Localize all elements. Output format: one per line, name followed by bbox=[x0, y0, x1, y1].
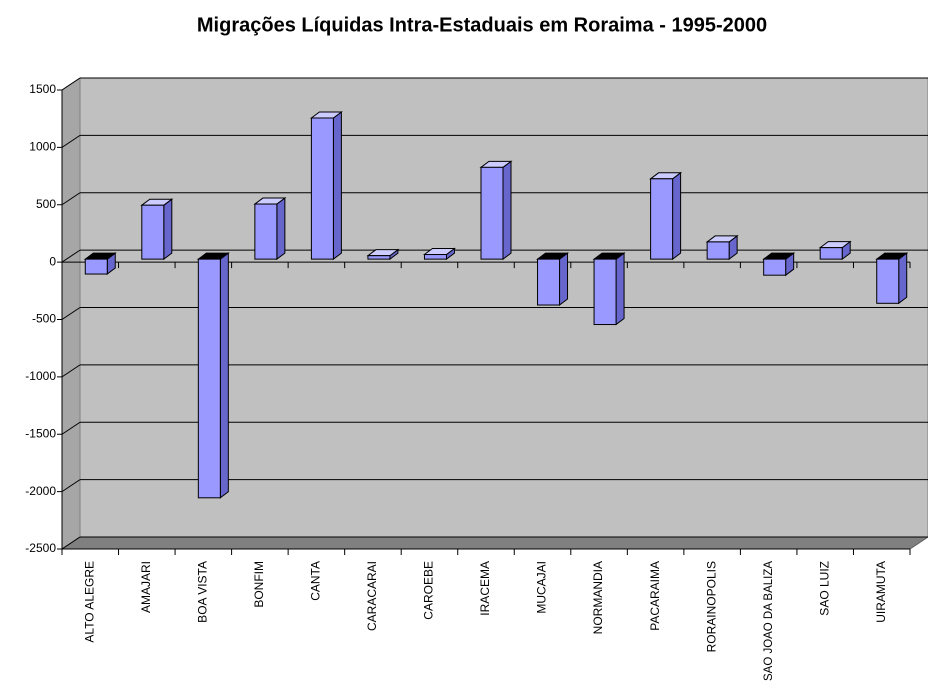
x-tick-label: AMAJARI bbox=[139, 561, 153, 613]
bar-side bbox=[559, 252, 569, 307]
bar-front bbox=[537, 258, 561, 306]
bar bbox=[253, 197, 287, 261]
bar bbox=[366, 248, 400, 261]
bar-front bbox=[197, 258, 221, 499]
bar bbox=[479, 160, 513, 261]
x-tick-label: PACARAIMA bbox=[648, 561, 662, 631]
bar bbox=[536, 252, 570, 307]
x-tick-label: SAO LUIZ bbox=[817, 561, 831, 616]
x-tick-label: BOA VISTA bbox=[196, 561, 210, 623]
bar-side bbox=[502, 160, 512, 261]
grid-line bbox=[61, 536, 81, 550]
bar bbox=[818, 240, 852, 261]
bar-front bbox=[84, 258, 108, 275]
x-tick-label: BONFIM bbox=[252, 561, 266, 608]
bar-side bbox=[615, 252, 625, 326]
x-tick-label: SAO JOAO DA BALIZA bbox=[761, 561, 775, 681]
grid-line bbox=[61, 364, 81, 378]
bar-front bbox=[650, 178, 674, 260]
y-tick-label: -500 bbox=[32, 312, 56, 326]
y-tick-label: 0 bbox=[49, 254, 56, 268]
bar-front bbox=[763, 258, 787, 276]
y-tick-label: -1500 bbox=[25, 426, 56, 440]
bar-side bbox=[163, 198, 173, 261]
y-tick-label: 1500 bbox=[29, 82, 56, 96]
bar-front bbox=[310, 117, 334, 260]
bar-front bbox=[706, 241, 730, 260]
grid-line bbox=[61, 192, 81, 206]
grid-line bbox=[61, 134, 81, 148]
x-tick-label: CANTA bbox=[309, 561, 323, 601]
grid-line bbox=[61, 307, 81, 320]
bar-front bbox=[593, 258, 617, 326]
x-tick-label: CAROEBE bbox=[422, 561, 436, 620]
bar-side bbox=[219, 252, 229, 499]
y-tick-label: 1000 bbox=[29, 140, 56, 154]
y-tick-label: -2000 bbox=[25, 484, 56, 498]
bar bbox=[309, 110, 343, 261]
bar-front bbox=[819, 247, 843, 260]
bar bbox=[762, 252, 796, 277]
bar-front bbox=[423, 254, 447, 260]
bar bbox=[196, 252, 230, 499]
x-tick-label: UIRAMUTA bbox=[874, 561, 888, 623]
bar bbox=[705, 234, 739, 261]
x-tick-label: ALTO ALEGRE bbox=[82, 561, 96, 643]
floor bbox=[60, 536, 928, 550]
bar-side bbox=[898, 252, 908, 305]
x-tick-label: NORMANDIA bbox=[591, 561, 605, 634]
x-tick-label: CARACARAI bbox=[365, 561, 379, 631]
bar-front bbox=[141, 204, 165, 260]
bar-side bbox=[276, 197, 286, 261]
bar bbox=[592, 252, 626, 326]
x-tick-label: MUCAJAI bbox=[535, 561, 549, 614]
grid-line bbox=[61, 479, 81, 493]
grid-line bbox=[61, 77, 81, 91]
x-tick-label: IRACEMA bbox=[478, 561, 492, 616]
bar-front bbox=[254, 203, 278, 260]
y-tick-label: -1000 bbox=[25, 369, 56, 383]
bar bbox=[83, 252, 117, 276]
bar-side bbox=[672, 171, 682, 261]
x-tick-label: RORAINOPOLIS bbox=[704, 561, 718, 652]
bar-front bbox=[367, 255, 391, 260]
chart-title: Migrações Líquidas Intra-Estaduais em Ro… bbox=[197, 14, 767, 36]
bar bbox=[649, 171, 683, 261]
bar-front bbox=[876, 258, 900, 304]
bar-side bbox=[332, 110, 342, 261]
bar bbox=[422, 247, 456, 261]
bar bbox=[875, 252, 909, 305]
grid-line bbox=[61, 249, 81, 263]
bar-front bbox=[480, 166, 504, 260]
bar bbox=[140, 198, 174, 261]
y-tick-label: -2500 bbox=[25, 541, 56, 555]
grid-line bbox=[61, 421, 81, 435]
y-tick-label: 500 bbox=[36, 197, 56, 211]
